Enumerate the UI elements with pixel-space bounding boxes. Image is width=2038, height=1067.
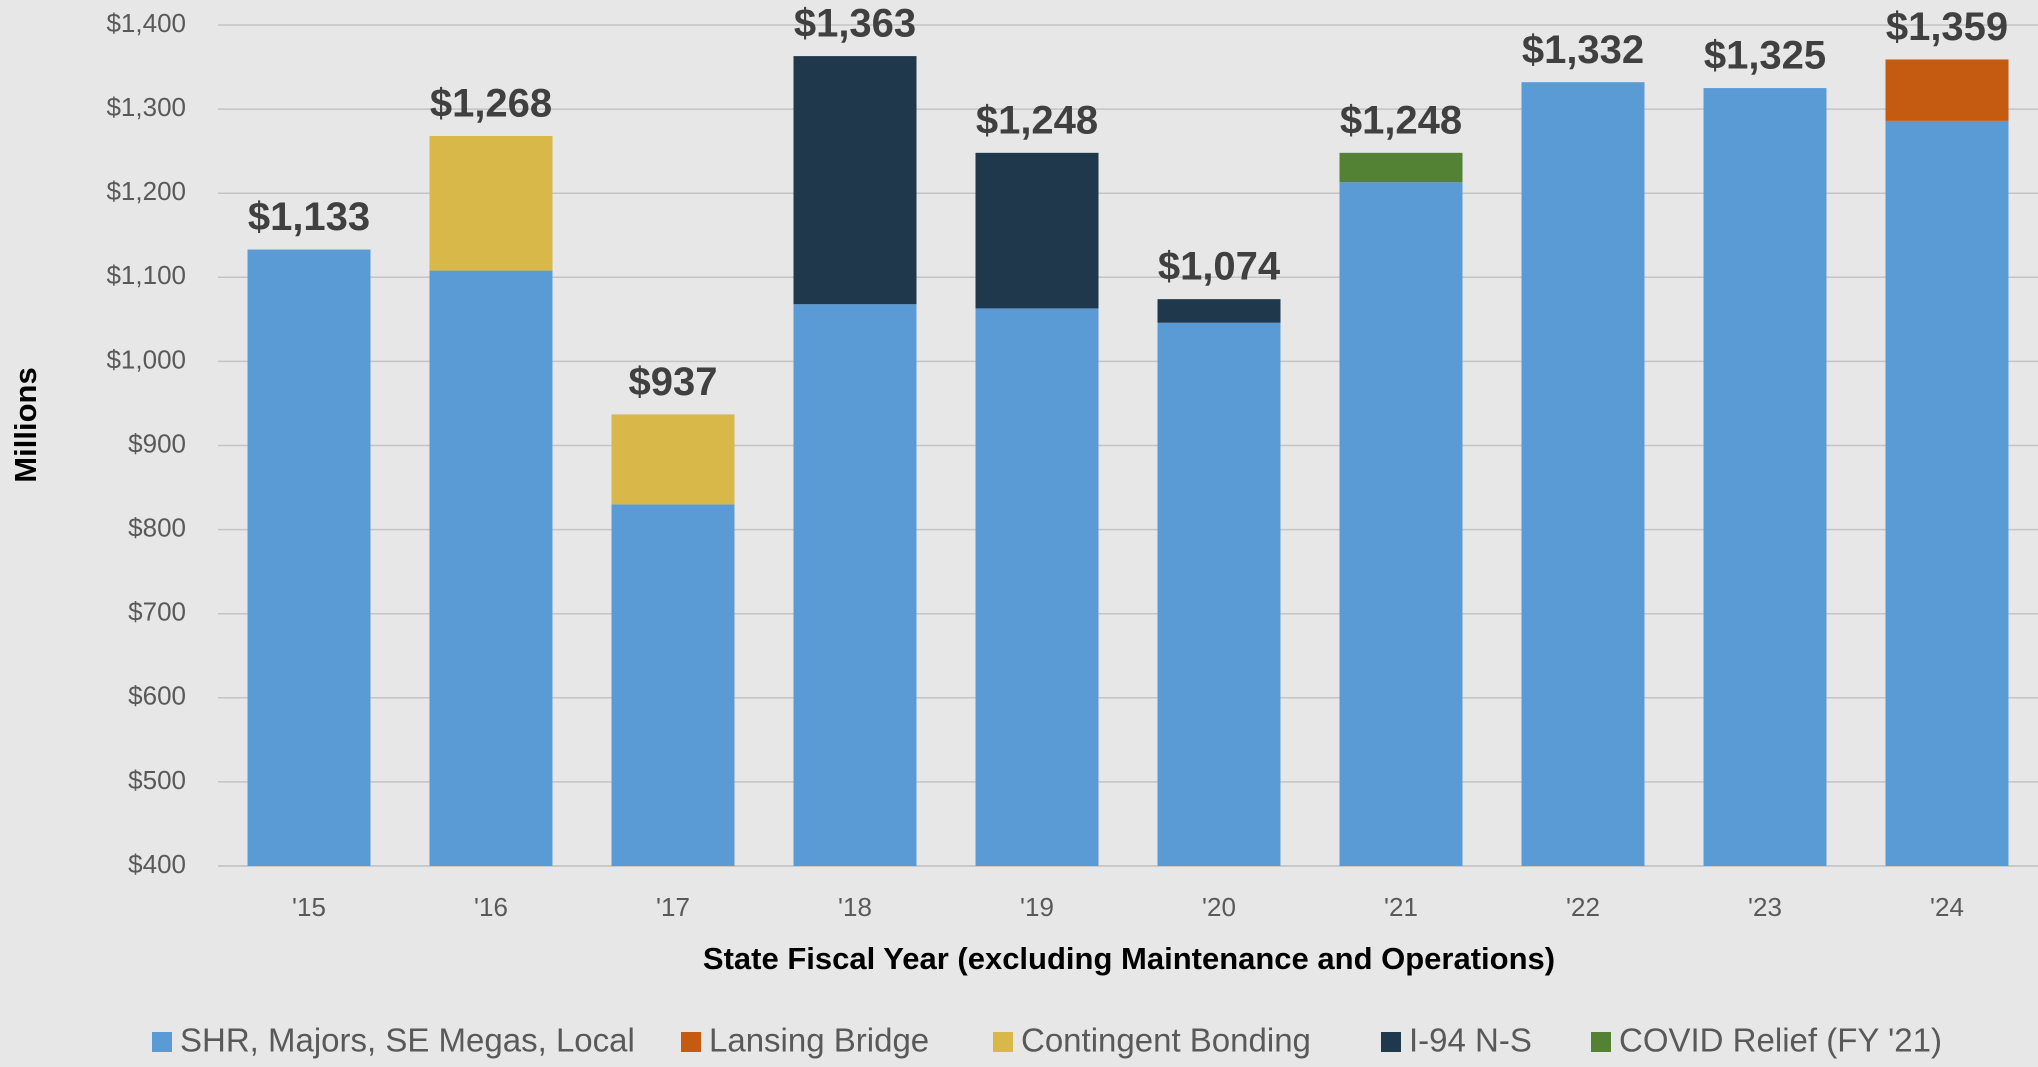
bar-segment (793, 56, 917, 305)
bar-segment (1339, 152, 1463, 183)
bar-segment (429, 136, 553, 271)
total-label: $1,325 (1704, 34, 1826, 78)
x-tick-label: '20 (1202, 892, 1236, 922)
y-tick-label: $1,000 (106, 344, 186, 374)
legend-swatch (993, 1032, 1013, 1052)
bar-segment (793, 304, 917, 866)
x-tick-label: '17 (656, 892, 690, 922)
bar-segment (247, 249, 371, 866)
y-tick-label: $1,200 (106, 176, 186, 206)
bar-segment (429, 270, 553, 866)
y-tick-label: $600 (128, 681, 186, 711)
bar-segment (1703, 88, 1827, 866)
total-label: $1,359 (1886, 5, 2008, 49)
total-label: $1,268 (430, 82, 552, 126)
bar-segment (975, 308, 1099, 866)
legend-label: Lansing Bridge (709, 1022, 929, 1059)
y-axis-title: Millions (8, 367, 43, 482)
bar-segment (1157, 299, 1281, 323)
bar-segment (611, 414, 735, 505)
x-tick-label: '15 (292, 892, 326, 922)
x-axis-title: State Fiscal Year (excluding Maintenance… (703, 941, 1555, 976)
y-tick-label: $800 (128, 512, 186, 542)
total-label: $1,248 (976, 98, 1098, 142)
bar-segment (1521, 82, 1645, 867)
x-tick-label: '23 (1748, 892, 1782, 922)
legend-label: I-94 N-S (1409, 1022, 1532, 1059)
y-tick-label: $500 (128, 765, 186, 795)
total-label: $1,133 (248, 195, 370, 239)
bar-segment (1157, 322, 1281, 866)
bar-segment (611, 504, 735, 866)
total-label: $1,248 (1340, 98, 1462, 142)
legend-swatch (681, 1032, 701, 1052)
x-tick-label: '19 (1020, 892, 1054, 922)
y-tick-label: $1,400 (106, 8, 186, 38)
y-tick-label: $700 (128, 597, 186, 627)
y-tick-label: $400 (128, 849, 186, 879)
y-tick-label: $1,100 (106, 260, 186, 290)
bar-segment (1885, 120, 2009, 866)
legend-label: COVID Relief (FY '21) (1619, 1022, 1942, 1059)
legend-swatch (1381, 1032, 1401, 1052)
total-label: $1,332 (1522, 28, 1644, 72)
x-tick-label: '22 (1566, 892, 1600, 922)
bar-segment (1885, 59, 2009, 121)
legend-swatch (152, 1032, 172, 1052)
x-tick-label: '18 (838, 892, 872, 922)
total-label: $937 (629, 360, 718, 404)
y-tick-label: $900 (128, 428, 186, 458)
legend-label: Contingent Bonding (1021, 1022, 1311, 1059)
bar-segment (975, 152, 1099, 309)
x-tick-label: '16 (474, 892, 508, 922)
legend-label: SHR, Majors, SE Megas, Local (180, 1022, 635, 1059)
x-tick-label: '24 (1930, 892, 1964, 922)
y-tick-label: $1,300 (106, 92, 186, 122)
total-label: $1,363 (794, 2, 916, 46)
bar-segment (1339, 182, 1463, 867)
legend-swatch (1591, 1032, 1611, 1052)
total-label: $1,074 (1158, 245, 1281, 289)
x-tick-label: '21 (1384, 892, 1418, 922)
